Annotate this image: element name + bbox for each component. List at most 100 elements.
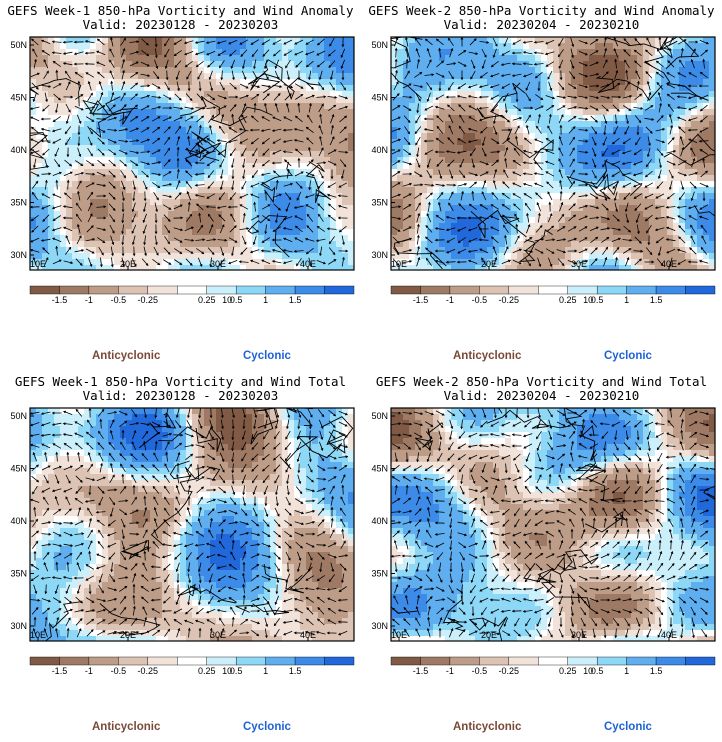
colorbar-swatch xyxy=(88,656,119,666)
longitude-label: 30E xyxy=(210,259,226,269)
cyclonic-label: Cyclonic xyxy=(243,350,291,362)
colorbar-label: 0.5 xyxy=(230,666,243,676)
colorbar-scale-label: 10 xyxy=(583,295,593,305)
latitude-label: 30N xyxy=(10,250,27,260)
colorbar-swatch xyxy=(390,656,421,666)
longitude-label: 40E xyxy=(661,630,677,640)
colorbar-swatch xyxy=(449,285,480,295)
vorticity-shading xyxy=(30,408,354,641)
vorticity-shading xyxy=(391,408,715,641)
colorbar: -1.5 -1 -0.5 -0.25 0.25 0.5 1 1.5 10 xyxy=(390,285,716,305)
latitude-label: 40N xyxy=(10,516,27,526)
colorbar-label: -0.25 xyxy=(138,295,159,305)
cyclonic-label: Cyclonic xyxy=(243,721,291,733)
latitude-label: 45N xyxy=(10,93,27,103)
colorbar-label: 0.5 xyxy=(230,295,243,305)
colorbar-scale-label: 10 xyxy=(222,295,232,305)
panel-week1-total: GEFS Week-1 850-hPa Vorticity and Wind T… xyxy=(0,371,361,742)
longitude-label: 20E xyxy=(481,630,497,640)
colorbar-label: -0.25 xyxy=(138,666,159,676)
panel-valid-dates: Valid: 20230204 - 20230210 xyxy=(443,388,640,403)
longitude-label: 20E xyxy=(481,259,497,269)
latitude-label: 40N xyxy=(10,145,27,155)
colorbar-swatch xyxy=(655,285,686,295)
colorbar-swatch xyxy=(324,285,355,295)
colorbar-label: -0.25 xyxy=(499,295,520,305)
wind-vectors xyxy=(30,37,349,268)
latitude-label: 50N xyxy=(10,411,27,421)
colorbar-label: -1.5 xyxy=(52,295,68,305)
colorbar-swatch xyxy=(29,285,60,295)
wind-vectors xyxy=(391,37,709,268)
colorbar-swatch xyxy=(235,656,266,666)
latitude-label: 40N xyxy=(371,145,388,155)
colorbar-label: 1 xyxy=(263,666,268,676)
colorbar-swatch xyxy=(294,285,325,295)
colorbar-swatch xyxy=(626,285,657,295)
colorbar-swatch xyxy=(29,656,60,666)
latitude-label: 50N xyxy=(371,40,388,50)
colorbar-label: 0.25 xyxy=(198,666,216,676)
colorbar-swatch xyxy=(177,656,207,666)
colorbar-swatch xyxy=(206,656,237,666)
colorbar-swatch xyxy=(626,656,657,666)
colorbar-swatch xyxy=(206,285,237,295)
colorbar-label: -1 xyxy=(446,666,454,676)
colorbar: -1.5 -1 -0.5 -0.25 0.25 0.5 1 1.5 10 xyxy=(29,656,355,676)
colorbar-label: 0.25 xyxy=(198,295,216,305)
colorbar-swatch xyxy=(118,656,149,666)
latitude-label: 50N xyxy=(371,411,388,421)
coastlines xyxy=(391,37,715,270)
colorbar-label: 0.5 xyxy=(591,295,604,305)
colorbar-label: 1.5 xyxy=(289,295,302,305)
panel-title: GEFS Week-1 850-hPa Vorticity and Wind T… xyxy=(14,374,347,389)
colorbar-swatch xyxy=(538,656,568,666)
longitude-label: 10E xyxy=(391,630,407,640)
colorbar-label: 0.25 xyxy=(559,666,577,676)
longitude-label: 20E xyxy=(120,630,136,640)
colorbar-swatch xyxy=(59,285,90,295)
colorbar-swatch xyxy=(265,285,296,295)
longitude-label: 10E xyxy=(391,259,407,269)
colorbar-swatch xyxy=(685,285,716,295)
longitude-label: 30E xyxy=(210,630,226,640)
colorbar-scale-label: 10 xyxy=(583,666,593,676)
colorbar-label: 0.5 xyxy=(591,666,604,676)
colorbar-label: -1 xyxy=(446,295,454,305)
panel-valid-dates: Valid: 20230128 - 20230203 xyxy=(82,388,279,403)
colorbar-swatch xyxy=(88,285,119,295)
colorbar-label: -0.5 xyxy=(111,666,127,676)
longitude-label: 30E xyxy=(571,259,587,269)
colorbar-swatch xyxy=(567,656,598,666)
panel-valid-dates: Valid: 20230128 - 20230203 xyxy=(82,17,279,32)
panel-week2-anomaly: GEFS Week-2 850-hPa Vorticity and Wind A… xyxy=(361,0,722,371)
colorbar-swatch xyxy=(596,656,627,666)
longitude-label: 10E xyxy=(30,630,46,640)
colorbar-swatch xyxy=(118,285,149,295)
longitude-label: 20E xyxy=(120,259,136,269)
colorbar-swatch xyxy=(324,656,355,666)
latitude-label: 35N xyxy=(371,569,388,579)
anticyclonic-label: Anticyclonic xyxy=(92,350,161,362)
wind-vectors xyxy=(30,408,349,639)
colorbar-swatch xyxy=(420,656,451,666)
anticyclonic-label: Anticyclonic xyxy=(453,721,522,733)
map-frame xyxy=(29,36,355,271)
colorbar-swatch xyxy=(479,656,510,666)
colorbar-label: -0.25 xyxy=(499,666,520,676)
colorbar-swatch xyxy=(449,656,480,666)
vorticity-shading xyxy=(391,37,715,270)
cyclonic-label: Cyclonic xyxy=(604,721,652,733)
colorbar-label: -1.5 xyxy=(413,666,429,676)
colorbar-swatch xyxy=(538,285,568,295)
colorbar-swatch xyxy=(177,285,207,295)
longitude-label: 40E xyxy=(300,259,316,269)
anticyclonic-label: Anticyclonic xyxy=(453,350,522,362)
colorbar-swatch xyxy=(265,656,296,666)
wind-vectors xyxy=(391,408,710,639)
latitude-label: 45N xyxy=(371,464,388,474)
